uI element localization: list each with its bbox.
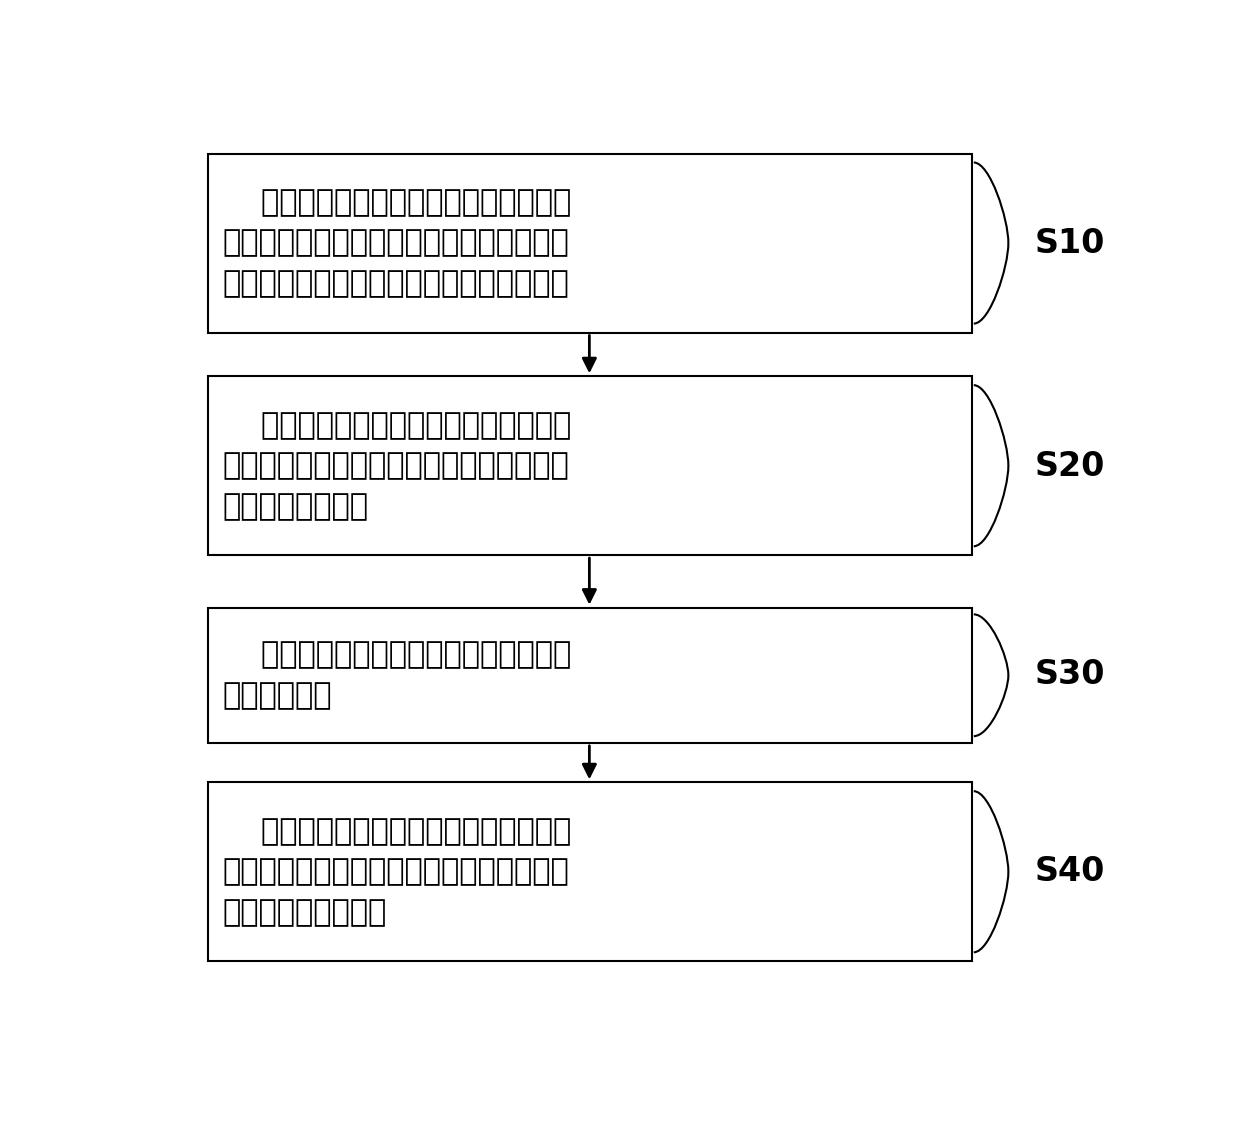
Text: 判断所述数字用户标识是否与所述限流
配置信息匹配: 判断所述数字用户标识是否与所述限流 配置信息匹配: [222, 641, 572, 710]
FancyBboxPatch shape: [208, 608, 972, 743]
FancyBboxPatch shape: [208, 782, 972, 962]
FancyBboxPatch shape: [208, 376, 972, 556]
Text: S10: S10: [1034, 227, 1105, 260]
Text: S30: S30: [1034, 659, 1105, 692]
Text: 接收智能终端发送的带有数字用户标识
的访问请求，所述数字用户标识基于登录于
所述智能终端的用户账号的用户信息而生成: 接收智能终端发送的带有数字用户标识 的访问请求，所述数字用户标识基于登录于 所述…: [222, 188, 572, 298]
Text: 若所述数字用户标识与所述限流配置信
息匹配，则向所述智能终端发送与所述访问
请求对应的数据信息: 若所述数字用户标识与所述限流配置信 息匹配，则向所述智能终端发送与所述访问 请求…: [222, 816, 572, 926]
Text: S40: S40: [1034, 855, 1105, 888]
Text: 在限流开关开启情况下，从服务器缓存
获取限流配置信息，所述限流开关用于控制
服务端的访问流量: 在限流开关开启情况下，从服务器缓存 获取限流配置信息，所述限流开关用于控制 服务…: [222, 411, 572, 521]
FancyBboxPatch shape: [208, 153, 972, 332]
Text: S20: S20: [1034, 450, 1105, 483]
